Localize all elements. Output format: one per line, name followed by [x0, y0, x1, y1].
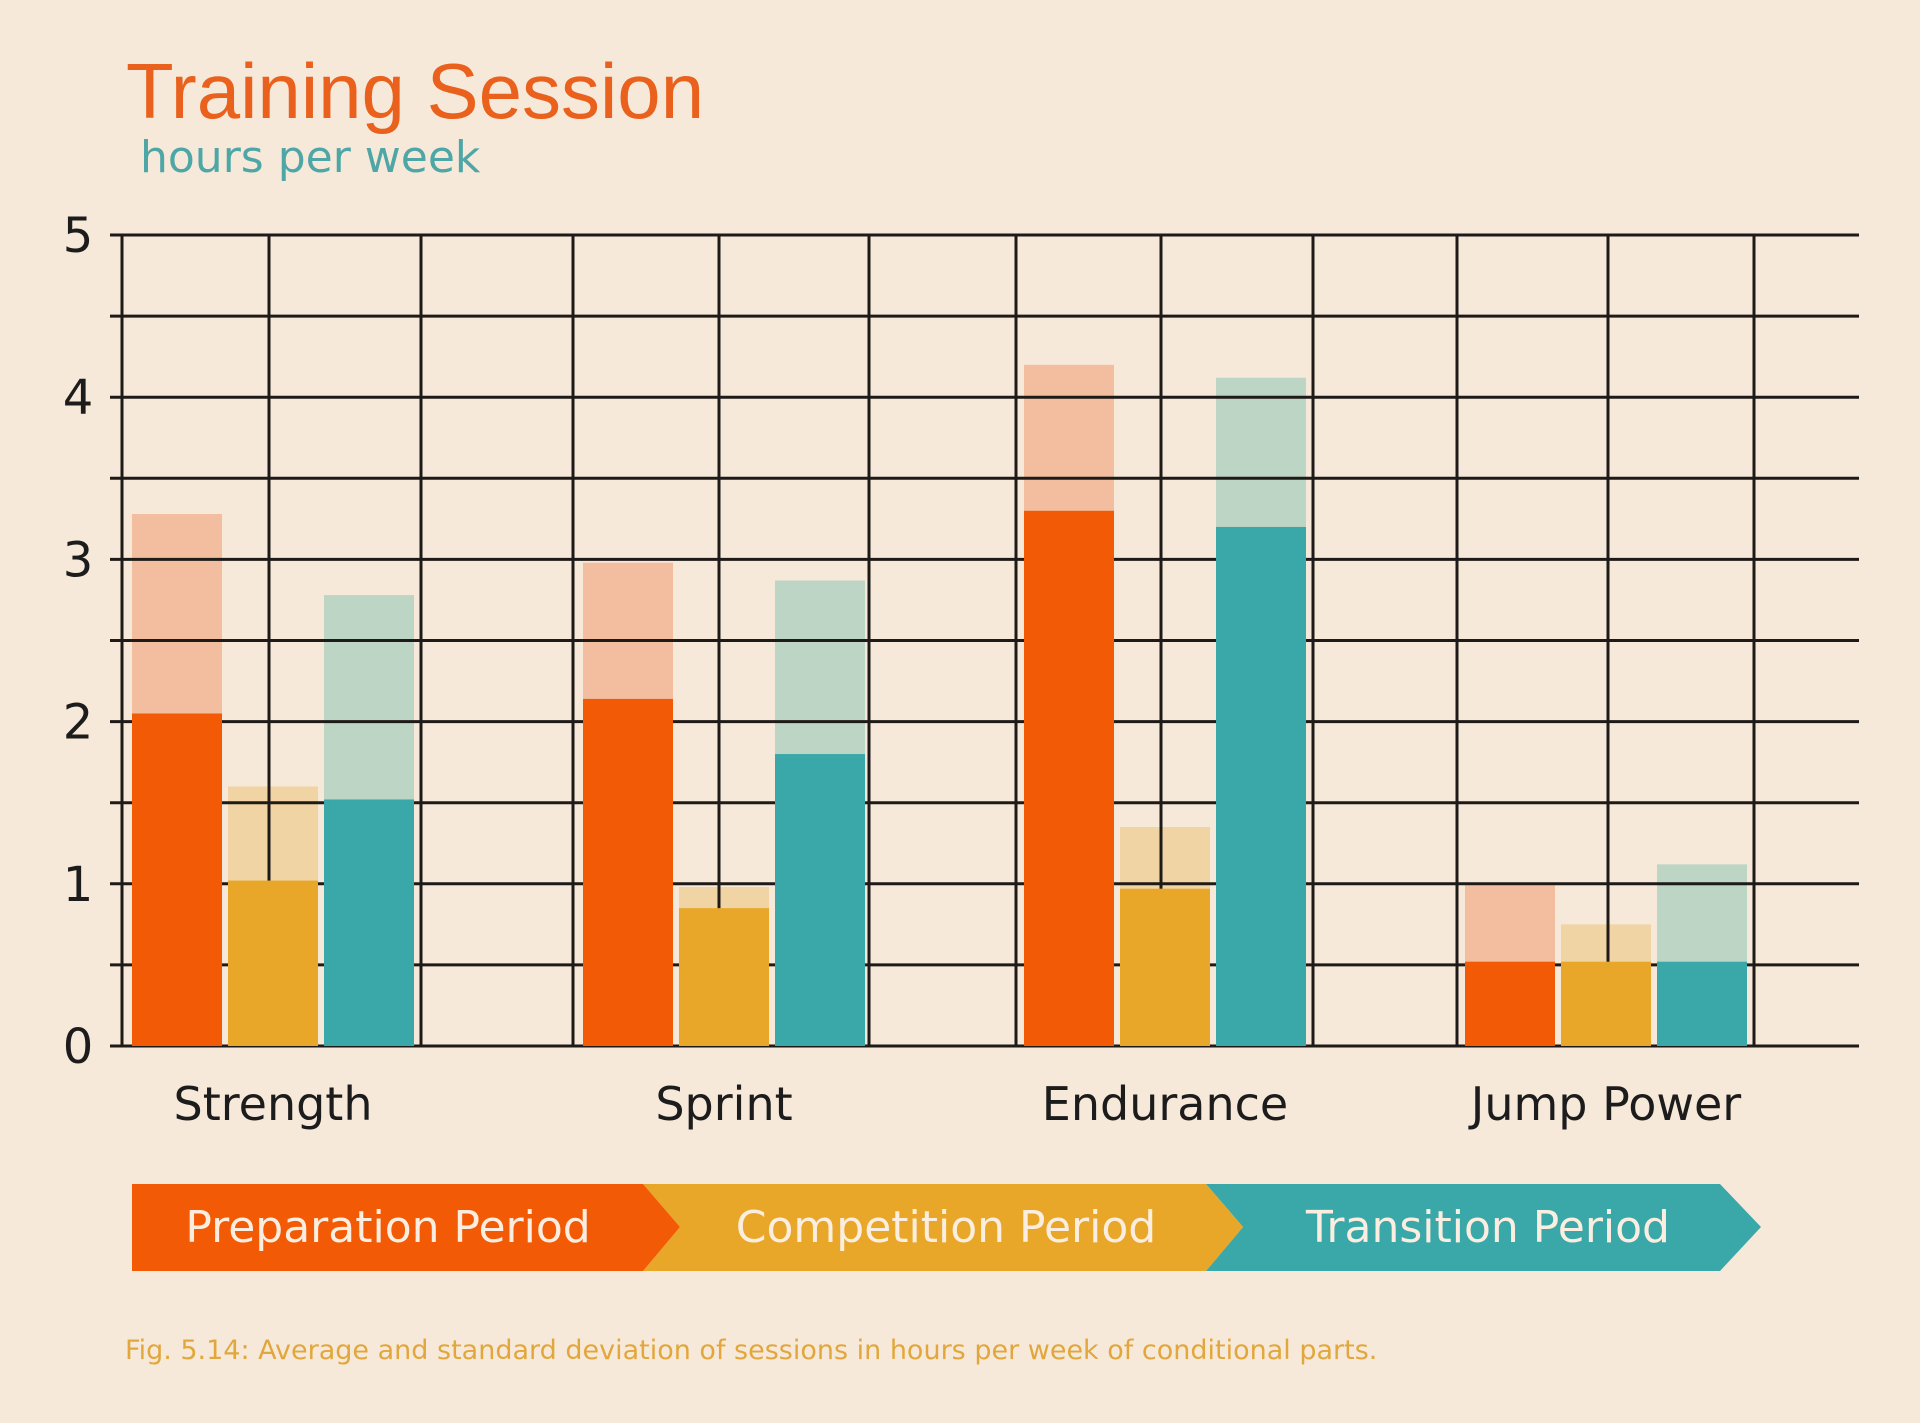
- sd-bar-jump-power-0: [1465, 885, 1555, 962]
- sd-bar-endurance-2: [1216, 377, 1306, 527]
- sd-bar-strength-1: [228, 786, 318, 881]
- bar-sprint-0: [583, 698, 673, 1046]
- sd-bars: [132, 364, 1747, 962]
- x-tick-label: Sprint: [655, 1077, 792, 1131]
- chart-subtitle: hours per week: [140, 132, 481, 183]
- bar-endurance-2: [1216, 526, 1306, 1046]
- sd-bar-jump-power-2: [1657, 864, 1747, 962]
- sd-bar-sprint-1: [679, 887, 769, 909]
- bar-jump-power-1: [1561, 961, 1651, 1046]
- legend-transition-arrow: [1206, 1184, 1761, 1271]
- sd-bar-jump-power-1: [1561, 924, 1651, 962]
- legend-competition-label: Competition Period: [736, 1202, 1156, 1253]
- figure-caption: Fig. 5.14: Average and standard deviatio…: [125, 1335, 1377, 1366]
- sd-bar-sprint-2: [775, 580, 865, 755]
- x-tick-label: Strength: [174, 1077, 373, 1131]
- y-tick-label: 4: [63, 370, 94, 426]
- sd-bar-endurance-0: [1024, 364, 1114, 511]
- period-legend-banner: Preparation Period Competition Period Tr…: [132, 1184, 1761, 1271]
- y-tick-label: 0: [63, 1019, 94, 1075]
- sd-bar-sprint-0: [583, 562, 673, 699]
- y-tick-label: 3: [63, 532, 94, 588]
- legend-transition-label: Transition Period: [1305, 1202, 1670, 1253]
- legend-preparation-arrow: [132, 1184, 680, 1271]
- y-tick-label: 5: [63, 208, 94, 264]
- mean-bars: [132, 510, 1747, 1046]
- bar-endurance-0: [1024, 510, 1114, 1046]
- legend-preparation-label: Preparation Period: [185, 1202, 590, 1253]
- bar-jump-power-2: [1657, 961, 1747, 1046]
- sd-bar-endurance-1: [1120, 827, 1210, 889]
- sd-bar-strength-2: [324, 595, 414, 800]
- bar-jump-power-0: [1465, 961, 1555, 1046]
- y-tick-label: 2: [63, 695, 94, 751]
- y-tick-label: 1: [63, 857, 94, 913]
- bar-endurance-1: [1120, 888, 1210, 1046]
- bar-strength-0: [132, 713, 222, 1046]
- bar-sprint-1: [679, 908, 769, 1046]
- sd-bar-strength-0: [132, 513, 222, 714]
- bar-strength-2: [324, 799, 414, 1046]
- y-axis-ticks: 0 1 2 3 4 5: [63, 208, 94, 1075]
- chart-title: Training Session: [126, 47, 704, 135]
- bar-sprint-2: [775, 754, 865, 1046]
- x-tick-label: Jump Power: [1468, 1077, 1742, 1131]
- legend-competition-arrow: [643, 1184, 1243, 1271]
- bar-strength-1: [228, 880, 318, 1046]
- x-tick-label: Endurance: [1042, 1077, 1288, 1131]
- x-axis-labels: Strength Sprint Endurance Jump Power: [174, 1077, 1742, 1131]
